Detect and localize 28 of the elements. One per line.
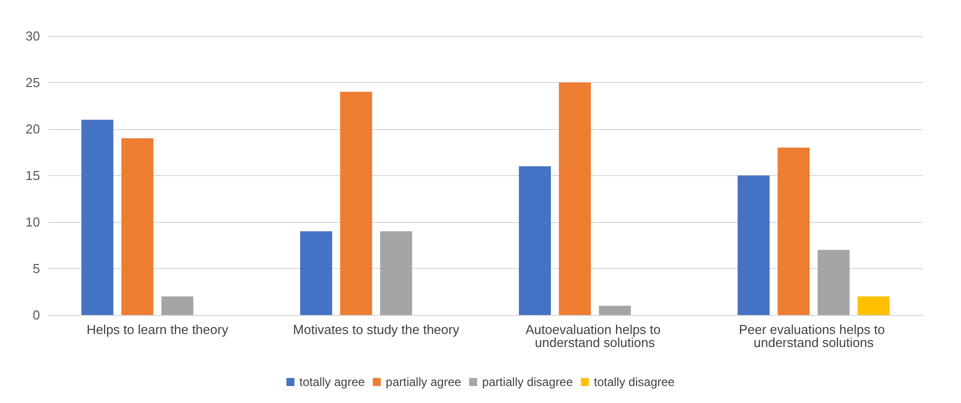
bar (380, 231, 412, 315)
y-tick-label: 25 (26, 75, 40, 90)
bar (340, 92, 372, 315)
y-tick-label: 5 (32, 261, 40, 276)
bar (518, 166, 551, 315)
bar (81, 120, 114, 315)
x-tick-label: Peer evaluations helps to understand solutions (738, 322, 888, 350)
bar (778, 148, 810, 315)
legend-label: totally agree (299, 375, 366, 389)
y-tick-label: 0 (32, 308, 40, 322)
bar (300, 231, 332, 315)
x-tick-label: Autoevaluation helps to understand solutions (525, 322, 664, 350)
legend-label: partially disagree (482, 375, 574, 389)
bar (161, 296, 194, 315)
bar (598, 306, 631, 315)
bar (858, 296, 890, 315)
bar (738, 176, 770, 315)
legend-label: totally disagree (594, 375, 675, 389)
x-tick-label: Helps to learn the theory (86, 322, 229, 337)
y-tick-label: 10 (26, 214, 40, 230)
x-tick-label: Motivates to study the theory (293, 322, 460, 337)
legend-label: partially agree (386, 375, 462, 389)
bar (818, 250, 850, 315)
y-tick-label: 30 (26, 28, 40, 44)
bar (121, 138, 154, 315)
bar (558, 82, 591, 315)
y-tick-label: 15 (26, 168, 40, 183)
y-tick-label: 20 (26, 122, 40, 136)
